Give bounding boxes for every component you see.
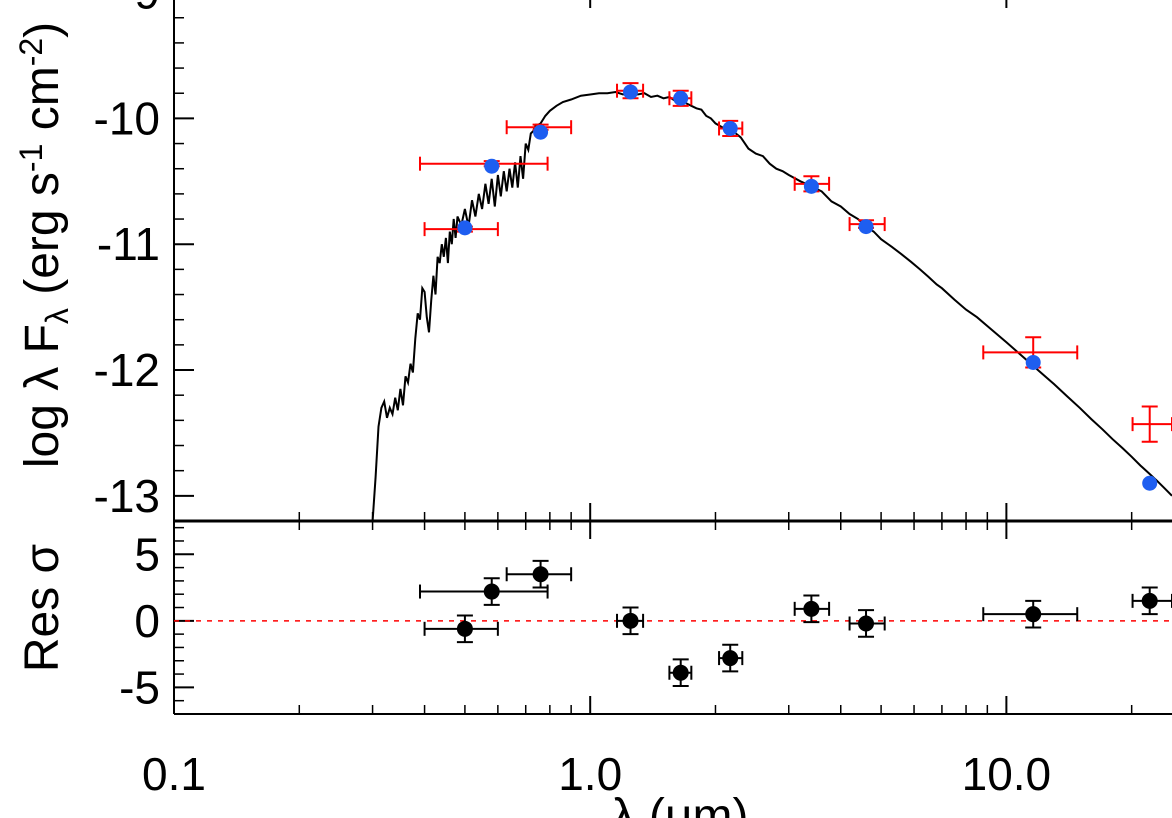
residual-point <box>1025 606 1042 623</box>
residual-point <box>858 615 875 632</box>
axis-labels: log λ Fλ (erg s-1 cm-2) Res σ λ (μm) <box>13 22 748 818</box>
x-tick-label: 10.0 <box>962 748 1052 800</box>
top-y-tick-label: -11 <box>97 218 160 270</box>
bottom-y-tick-label: 5 <box>134 528 160 580</box>
residual-panel: 0.1 1.0 10.0 5 0 -5 <box>119 521 1172 800</box>
model-point <box>722 120 738 136</box>
sed-panel: -9 -10 -11 -12 -13 <box>94 0 1172 523</box>
bottom-y-tick-label: 0 <box>134 595 160 647</box>
model-point <box>803 178 819 194</box>
model-point <box>533 124 549 140</box>
top-y-tick-label: -9 <box>119 0 160 19</box>
residual-point <box>532 566 549 583</box>
top-y-tick-label: -13 <box>94 470 160 522</box>
residual-point <box>803 600 820 617</box>
top-ylabel: log λ Fλ (erg s-1 cm-2) <box>13 22 75 468</box>
x-tick-label: 1.0 <box>558 748 622 800</box>
model-point <box>623 84 639 100</box>
model-spectrum-line <box>371 90 1172 522</box>
residual-point <box>722 650 739 667</box>
model-point <box>1142 475 1158 491</box>
model-point <box>673 90 689 106</box>
bottom-ylabel: Res σ <box>16 544 69 672</box>
x-tick-label: 0.1 <box>142 748 206 800</box>
model-point <box>1025 354 1041 370</box>
residual-point <box>456 620 473 637</box>
bottom-y-tick-label: -5 <box>119 661 160 713</box>
top-y-tick-label: -10 <box>94 92 160 144</box>
xlabel: λ (μm) <box>612 790 749 818</box>
model-point <box>457 220 473 236</box>
residual-point <box>672 664 689 681</box>
residual-point <box>1141 592 1158 609</box>
residual-point <box>483 583 500 600</box>
model-point <box>858 219 874 235</box>
model-point <box>484 158 500 174</box>
top-y-tick-label: -12 <box>94 344 160 396</box>
residual-point <box>622 612 639 629</box>
